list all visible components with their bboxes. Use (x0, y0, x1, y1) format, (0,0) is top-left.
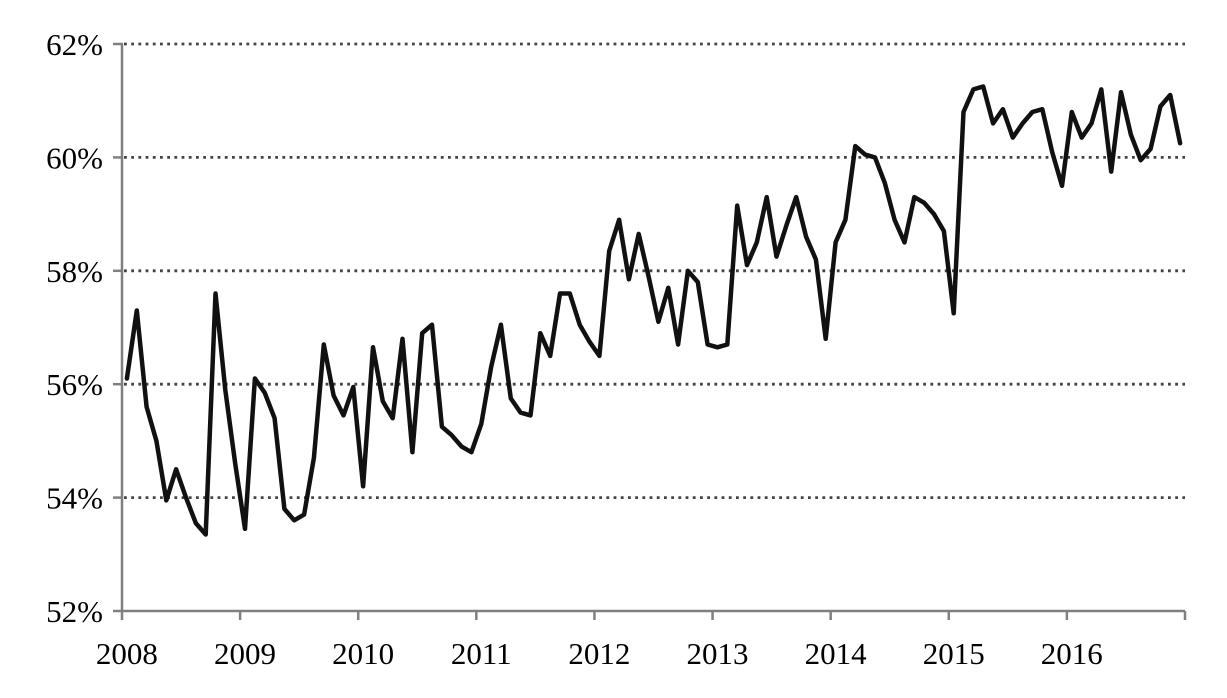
y-axis-ticks (113, 42, 123, 613)
x-tick-label: 2012 (568, 636, 630, 671)
x-axis-labels: 2008 2009 2010 2011 2012 2013 2014 2015 2016 (96, 636, 1103, 671)
x-tick-label: 2010 (332, 636, 394, 671)
x-axis-ticks (120, 611, 1187, 620)
x-tick-label: 2011 (451, 636, 512, 671)
x-tick-label: 2013 (686, 636, 748, 671)
y-axis-labels: 52% 54% 56% 58% 60% 62% (46, 27, 103, 629)
y-tick-label: 52% (46, 594, 103, 629)
x-tick-label: 2009 (214, 636, 276, 671)
x-tick-label: 2015 (923, 636, 985, 671)
data-series-line (124, 84, 1183, 537)
x-tick-label: 2008 (96, 636, 158, 671)
y-tick-label: 54% (46, 481, 103, 516)
y-tick-label: 62% (46, 27, 103, 62)
axes (120, 44, 1185, 613)
y-tick-label: 56% (46, 367, 103, 402)
y-tick-label: 60% (46, 140, 103, 175)
x-tick-label: 2016 (1041, 636, 1103, 671)
gridlines (124, 42, 1185, 500)
y-tick-label: 58% (46, 254, 103, 289)
x-tick-label: 2014 (805, 636, 868, 671)
